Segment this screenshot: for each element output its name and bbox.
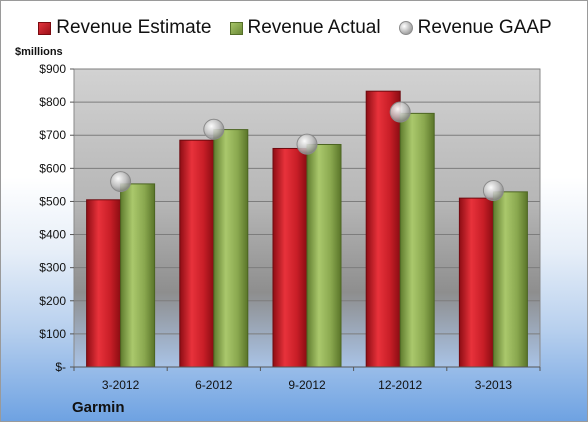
bar-revenue-actual — [306, 143, 342, 368]
legend-item-estimate: Revenue Estimate — [38, 17, 212, 39]
x-tick-label: 6-2012 — [195, 378, 233, 392]
x-tick-label: 12-2012 — [378, 378, 422, 392]
x-tick-label: 3-2013 — [475, 378, 513, 392]
legend-swatch-gaap — [398, 21, 413, 35]
legend-item-actual: Revenue Actual — [229, 17, 381, 39]
y-axis-ticks: $- $100 $200 $300 $400 $500 $600 $700 $800 $900 — [39, 62, 74, 374]
bar-revenue-actual — [399, 112, 435, 368]
marker-revenue-gaap — [482, 180, 504, 202]
marker-revenue-gaap — [203, 118, 225, 140]
bar-revenue-estimate — [86, 199, 122, 368]
y-tick-label: $- — [55, 360, 66, 374]
y-tick-label: $600 — [39, 161, 66, 175]
bar-revenue-estimate — [179, 139, 215, 368]
legend-label-actual: Revenue Actual — [247, 17, 381, 38]
gaap-markers — [110, 101, 504, 202]
bars — [86, 90, 528, 368]
marker-revenue-gaap — [110, 171, 132, 193]
bar-revenue-actual — [213, 129, 249, 368]
legend-label-gaap: Revenue GAAP — [417, 17, 552, 38]
y-tick-label: $400 — [39, 228, 66, 242]
legend-label-estimate: Revenue Estimate — [56, 17, 212, 38]
legend-item-gaap: Revenue GAAP — [398, 17, 552, 39]
bar-revenue-estimate — [365, 90, 401, 368]
marker-revenue-gaap — [389, 101, 411, 123]
bar-revenue-estimate — [272, 147, 308, 368]
y-tick-label: $900 — [39, 62, 66, 76]
company-name: Garmin — [72, 399, 125, 416]
marker-revenue-gaap — [296, 133, 318, 155]
y-tick-label: $500 — [39, 194, 66, 208]
y-tick-label: $200 — [39, 294, 66, 308]
bar-revenue-actual — [120, 183, 156, 368]
x-axis-ticks: 3-2012 6-2012 9-2012 12-2012 3-2013 — [73, 366, 541, 392]
bar-revenue-actual — [492, 191, 528, 368]
y-axis-units-label: $millions — [15, 46, 63, 58]
y-tick-label: $700 — [39, 128, 66, 142]
y-tick-label: $100 — [39, 327, 66, 341]
y-tick-label: $800 — [39, 95, 66, 109]
legend-swatch-actual — [229, 21, 243, 35]
x-tick-label: 3-2012 — [102, 378, 140, 392]
bar-revenue-estimate — [458, 197, 494, 368]
y-tick-label: $300 — [39, 261, 66, 275]
legend-swatch-estimate — [38, 21, 52, 35]
x-tick-label: 9-2012 — [288, 378, 326, 392]
legend: Revenue Estimate Revenue Actual Revenue … — [1, 17, 587, 39]
